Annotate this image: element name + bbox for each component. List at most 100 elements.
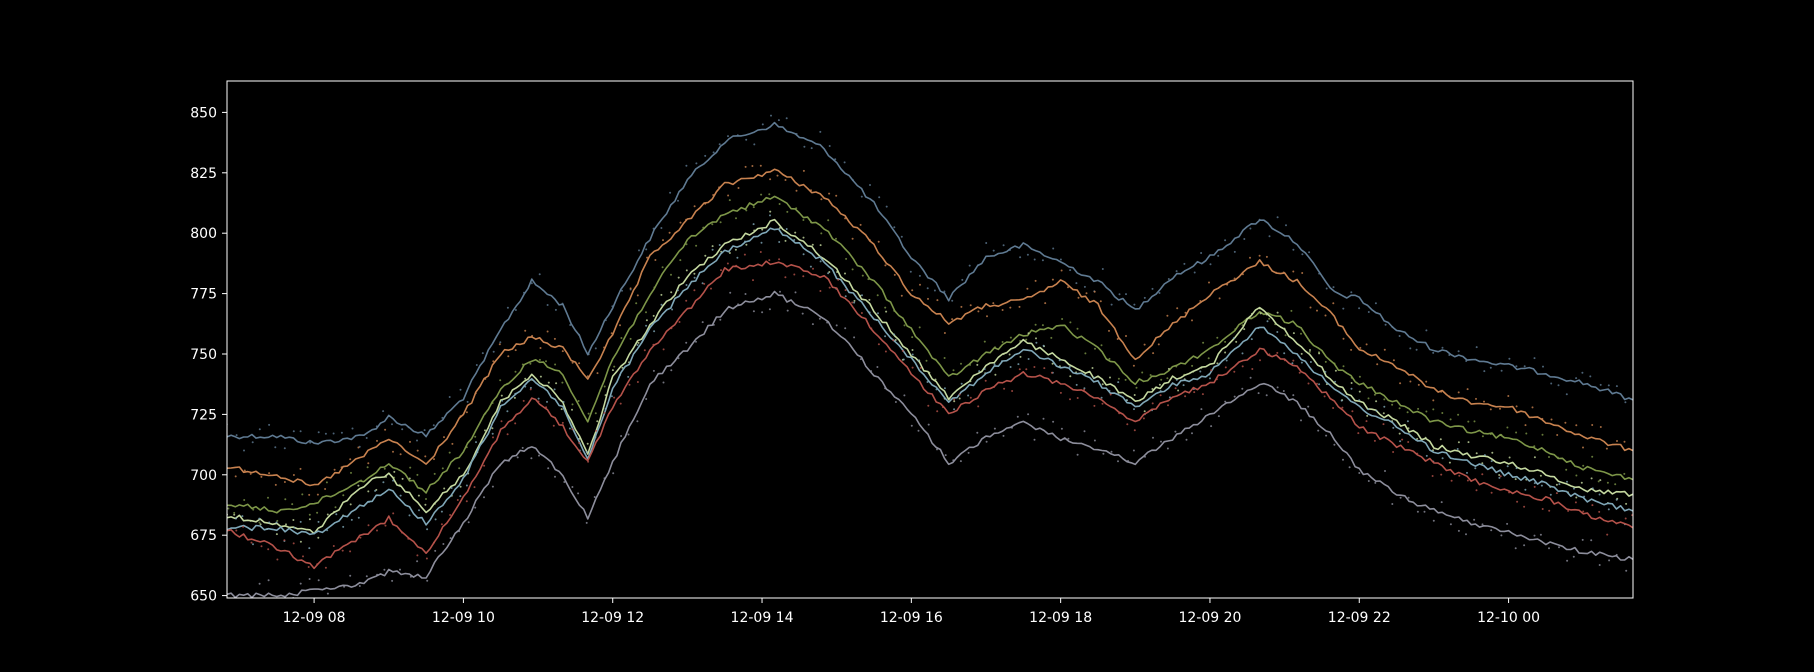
series-5-point (384, 524, 387, 527)
series-0-point (351, 427, 354, 430)
series-5-point (1224, 366, 1227, 369)
series-2-point (711, 223, 714, 226)
series-1-point (1425, 380, 1428, 383)
series-0-point (1167, 278, 1170, 280)
series-0-point (828, 145, 831, 147)
series-1-point (1342, 337, 1345, 340)
series-5-point (1174, 387, 1177, 390)
series-3-point (1101, 383, 1104, 386)
series-6-point (391, 579, 394, 582)
series-4-point (529, 386, 532, 389)
series-2-point (719, 221, 722, 224)
series-5-point (1307, 382, 1310, 385)
series-4-point (1573, 487, 1575, 490)
series-2-point (529, 362, 532, 365)
series-3-point (693, 272, 696, 275)
series-1-point (1359, 346, 1362, 349)
series-4-point (450, 487, 453, 489)
series-1-point (610, 332, 613, 335)
series-5-point (235, 529, 238, 532)
series-2-point (613, 365, 616, 368)
series-2-point (670, 273, 672, 276)
series-0-point (1209, 263, 1212, 266)
series-1-point (1582, 446, 1584, 449)
series-0-point (926, 287, 929, 290)
series-4-point (861, 294, 863, 297)
series-6-point (1233, 395, 1236, 398)
series-4-point (1483, 454, 1486, 457)
series-6-point (434, 549, 437, 552)
series-2-point (1124, 378, 1127, 381)
series-1-point (1507, 395, 1510, 397)
series-5-point (1481, 473, 1484, 476)
series-2-point (603, 385, 606, 388)
series-2-point (820, 232, 823, 235)
series-3-point (1555, 483, 1558, 486)
series-2-point (620, 337, 623, 339)
x-tick-label: 12-09 22 (1328, 610, 1391, 626)
series-3-point (1318, 352, 1321, 355)
series-1-point (679, 221, 682, 224)
series-4-point (1598, 493, 1601, 496)
series-5-point (392, 512, 395, 515)
series-4-point (392, 479, 395, 482)
series-1-point (424, 455, 427, 458)
series-1-point (553, 337, 556, 340)
series-2-point (1224, 340, 1227, 343)
series-4-point (1490, 460, 1493, 463)
series-4-point (1225, 359, 1228, 362)
series-4-point (983, 368, 986, 370)
series-4-point (1324, 370, 1327, 373)
series-3-point (443, 487, 446, 490)
series-5-point (977, 405, 980, 408)
series-2-point (760, 193, 763, 196)
series-6-point (645, 398, 648, 400)
series-5-point (1167, 404, 1169, 407)
series-0-point (1358, 307, 1361, 310)
series-1-point (1550, 418, 1553, 421)
series-0-point (843, 161, 846, 164)
series-1-point (1605, 447, 1608, 450)
series-4-point (827, 272, 830, 275)
series-3-point (417, 494, 420, 497)
series-1-point (1125, 335, 1127, 337)
series-2-point (845, 257, 848, 260)
series-6-point (1625, 569, 1628, 572)
series-5-point (812, 267, 814, 270)
plot-frame (226, 80, 1634, 599)
series-3-point (853, 299, 856, 302)
series-0-point (1624, 401, 1627, 404)
series-5-point (636, 381, 639, 383)
series-3-point (539, 375, 542, 378)
series-0-point (1550, 382, 1553, 385)
series-0-point (1374, 302, 1377, 305)
series-1-point (349, 458, 352, 461)
series-6-point (1300, 419, 1302, 422)
series-3-point (645, 319, 648, 322)
series-4-point (374, 489, 377, 492)
series-0-point (1083, 285, 1086, 288)
series-4-point (785, 228, 788, 230)
series-5-point (571, 428, 574, 431)
series-0-point (423, 429, 426, 432)
series-3-point (1475, 452, 1478, 455)
series-4-point (701, 282, 704, 285)
series-5-point (302, 555, 304, 558)
series-2-line (227, 195, 1633, 514)
series-4-point (335, 513, 338, 516)
series-6-point (652, 369, 655, 372)
series-2-point (1591, 455, 1594, 458)
series-5-point (710, 287, 712, 290)
series-0-point (1523, 365, 1526, 368)
series-1-point (399, 453, 402, 456)
series-5-point (1093, 404, 1096, 407)
series-6-point (1333, 443, 1336, 446)
series-4-point (465, 484, 468, 487)
series-1-point (1599, 426, 1602, 428)
series-6-point (1440, 501, 1443, 504)
series-1-point (1376, 363, 1379, 366)
series-4-point (645, 324, 648, 327)
series-2-point (778, 203, 781, 205)
series-0-point (1607, 384, 1610, 387)
series-0-point (1026, 253, 1029, 256)
